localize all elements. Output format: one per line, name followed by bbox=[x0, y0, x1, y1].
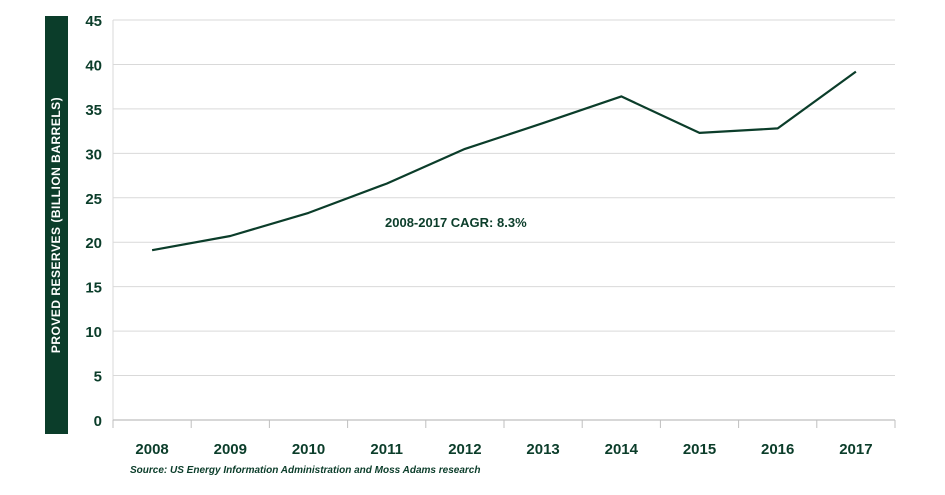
y-tick-label: 45 bbox=[85, 13, 102, 30]
y-tick-label: 10 bbox=[85, 324, 102, 341]
y-tick-label: 15 bbox=[85, 280, 102, 297]
source-note: Source: US Energy Information Administra… bbox=[130, 465, 481, 476]
x-tick-label: 2009 bbox=[214, 441, 247, 458]
x-tick-labels: 2008 2009 2010 2011 2012 2013 2014 2015 2016 2017 bbox=[135, 441, 872, 458]
x-tick-label: 2015 bbox=[683, 441, 716, 458]
x-tick-label: 2014 bbox=[605, 441, 639, 458]
y-tick-label: 5 bbox=[94, 369, 102, 386]
y-tick-label: 25 bbox=[85, 191, 102, 208]
x-tick-label: 2010 bbox=[292, 441, 325, 458]
y-tick-label: 35 bbox=[85, 102, 102, 119]
x-tick-label: 2012 bbox=[448, 441, 481, 458]
x-tick-label: 2016 bbox=[761, 441, 794, 458]
y-axis-label-background bbox=[45, 16, 68, 434]
x-tick-label: 2013 bbox=[526, 441, 559, 458]
y-tick-labels: 0 5 10 15 20 25 30 35 40 45 bbox=[85, 13, 102, 430]
y-tick-label: 40 bbox=[85, 57, 102, 74]
x-tick-label: 2008 bbox=[135, 441, 168, 458]
series-line bbox=[151, 70, 857, 252]
x-tick-label: 2017 bbox=[839, 441, 872, 458]
x-tick-label: 2011 bbox=[370, 441, 403, 458]
x-axis bbox=[112, 419, 896, 428]
y-tick-label: 0 bbox=[94, 413, 102, 430]
gridlines bbox=[112, 19, 895, 420]
cagr-annotation: 2008-2017 CAGR: 8.3% bbox=[385, 215, 527, 230]
y-tick-label: 20 bbox=[85, 235, 102, 252]
y-tick-label: 30 bbox=[85, 146, 102, 163]
